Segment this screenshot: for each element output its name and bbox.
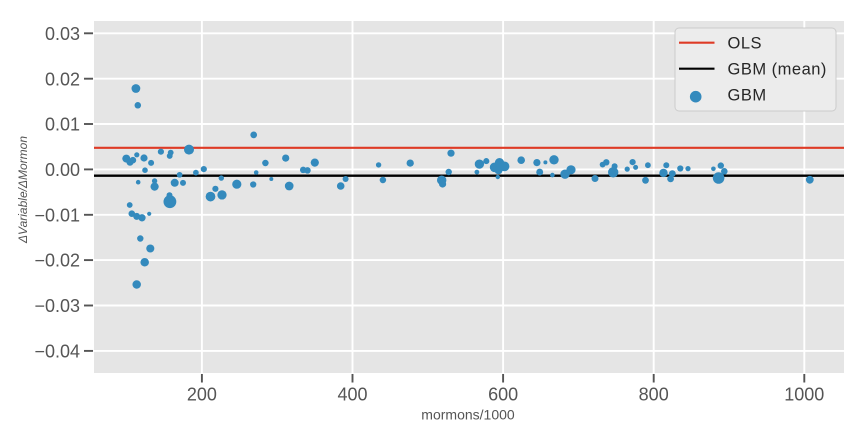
svg-text:200: 200 (187, 384, 217, 404)
svg-text:mormons/1000: mormons/1000 (421, 407, 515, 423)
svg-text:0.02: 0.02 (45, 69, 80, 89)
svg-text:0.00: 0.00 (45, 160, 80, 180)
svg-text:−0.03: −0.03 (34, 296, 80, 316)
svg-text:GBM (mean): GBM (mean) (728, 61, 827, 79)
svg-text:−0.02: −0.02 (34, 251, 80, 271)
svg-text:ΔVariable/ΔMormon: ΔVariable/ΔMormon (16, 136, 30, 244)
svg-text:800: 800 (639, 384, 669, 404)
svg-text:1000: 1000 (784, 384, 824, 404)
svg-text:−0.04: −0.04 (34, 342, 80, 362)
svg-text:400: 400 (337, 384, 367, 404)
svg-text:OLS: OLS (728, 35, 763, 53)
svg-text:GBM: GBM (728, 87, 767, 105)
svg-text:600: 600 (488, 384, 518, 404)
svg-text:−0.01: −0.01 (34, 205, 80, 225)
svg-text:0.01: 0.01 (45, 115, 80, 135)
svg-text:0.03: 0.03 (45, 24, 80, 44)
